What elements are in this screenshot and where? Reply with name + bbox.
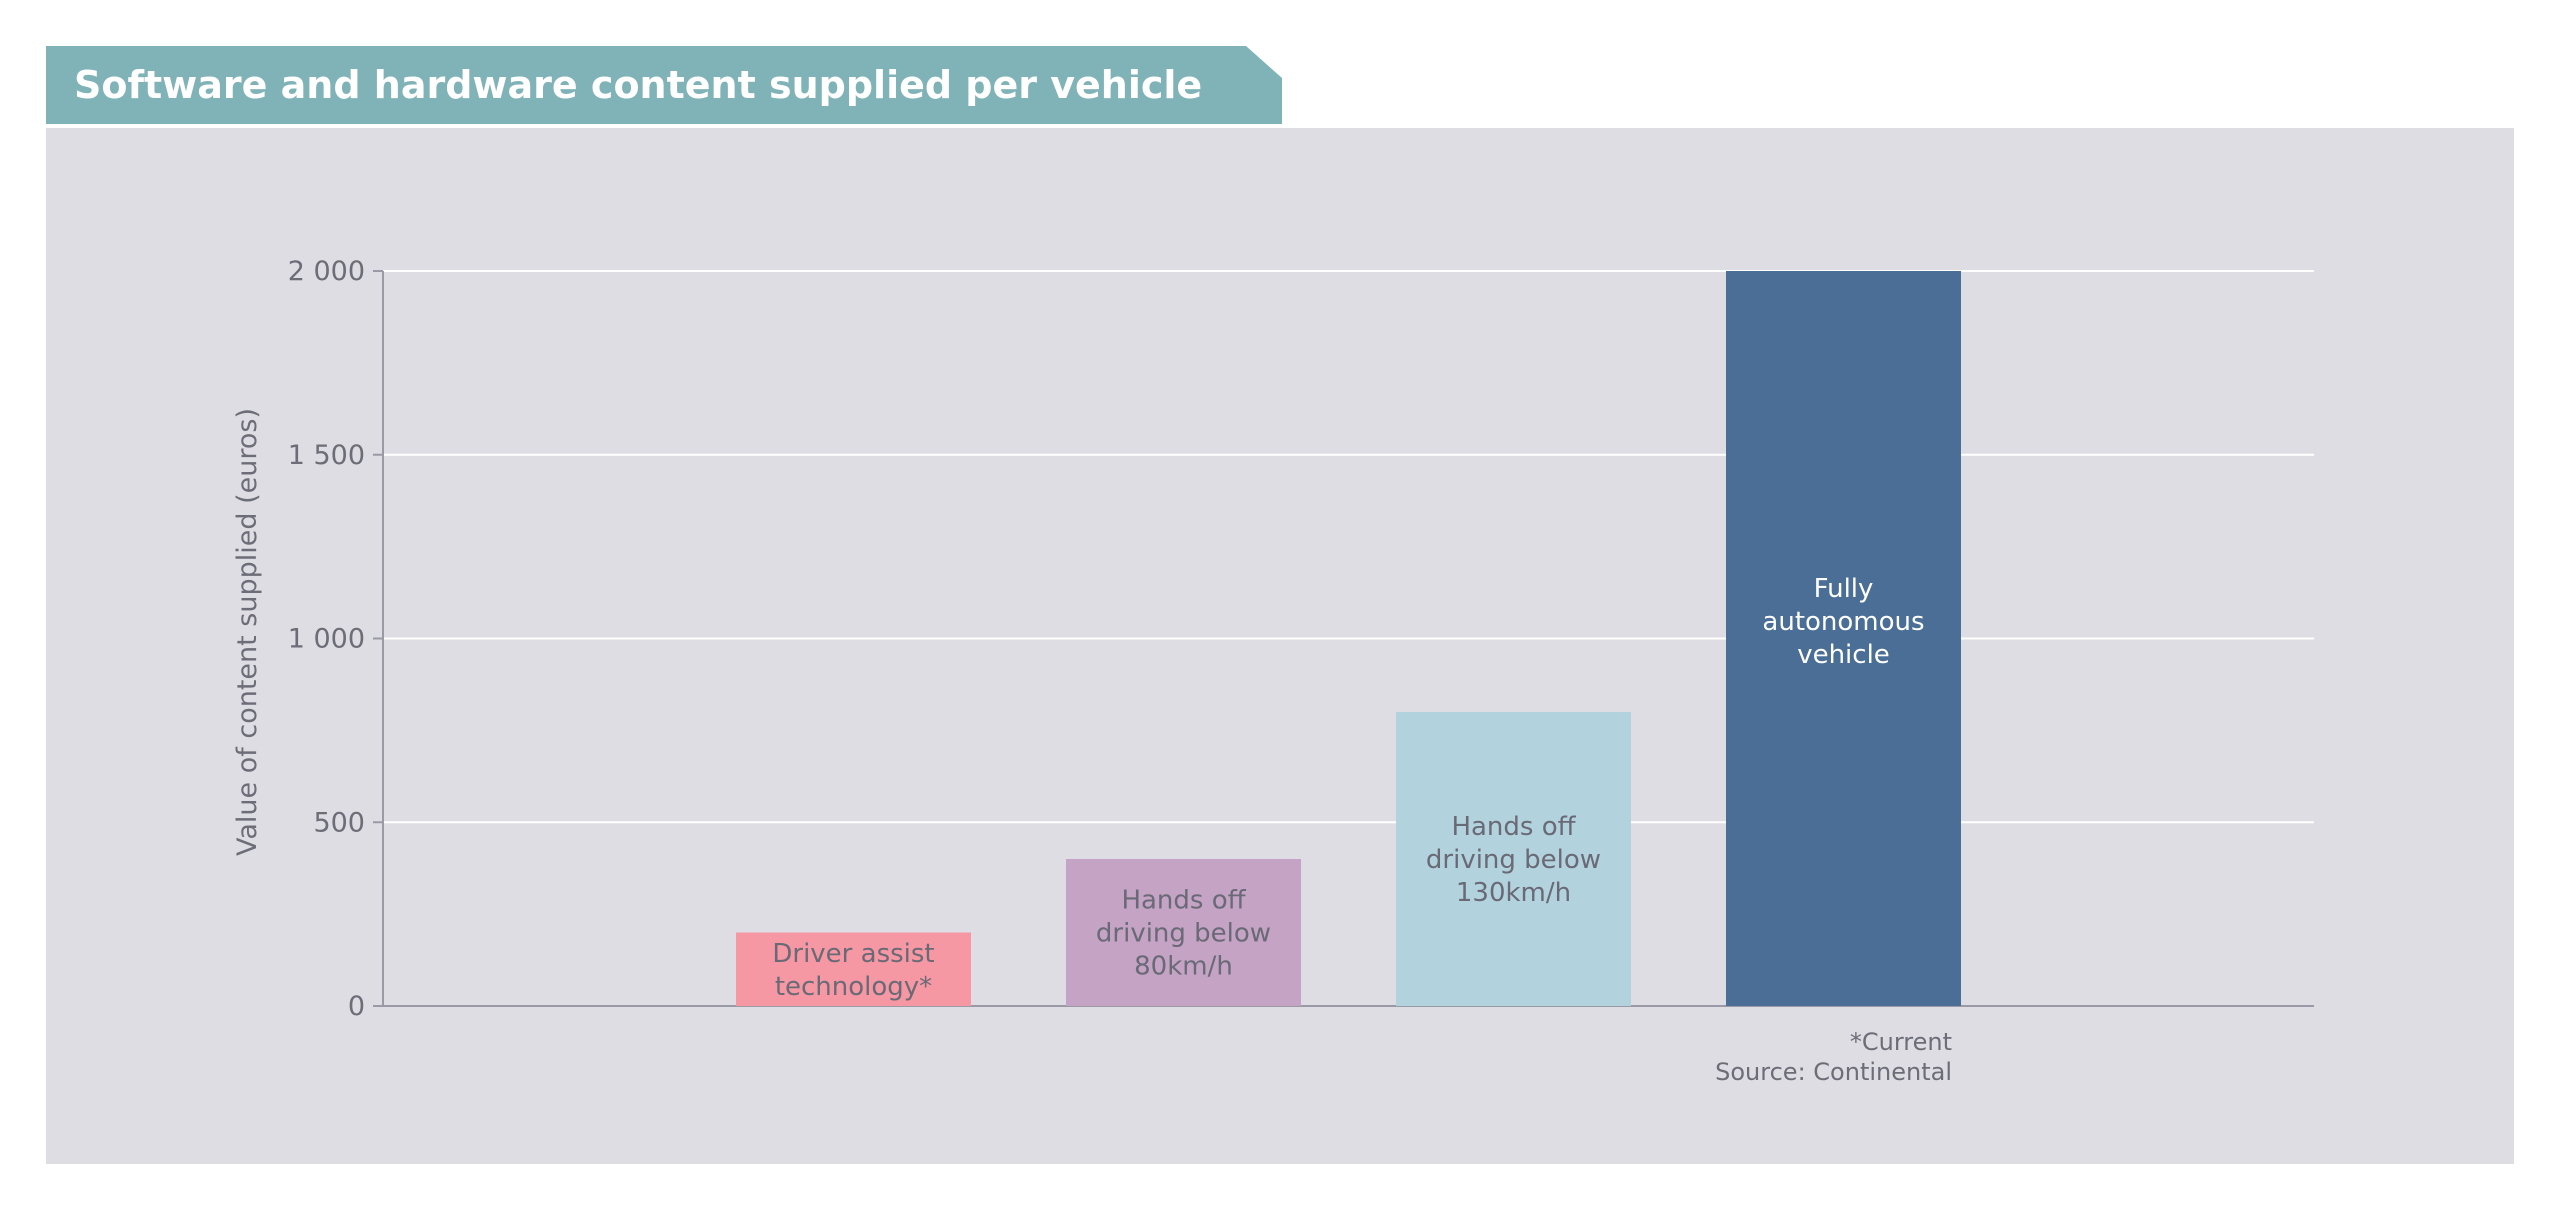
bar-chart: 0 500 1 000 1 500 2 000 Driver assist technol… <box>232 256 2314 1086</box>
bar <box>1066 859 1301 1006</box>
gridlines <box>383 270 2314 824</box>
chart-panel: 0 500 1 000 1 500 2 000 Driver assist technol… <box>46 128 2514 1164</box>
y-tick-label: 1 500 <box>288 440 365 471</box>
y-axis-label: Value of content supplied (euros) <box>232 408 263 856</box>
bar <box>1396 712 1631 1006</box>
bar-label: Driver assist technology* <box>772 939 934 1002</box>
chart-title-banner: Software and hardware content supplied p… <box>46 46 1282 124</box>
bars: Driver assist technology* Hands off driving… <box>736 271 1961 1006</box>
chart-title: Software and hardware content supplied p… <box>74 63 1203 107</box>
bar-label: Hands off driving below 80km/h <box>1096 886 1271 982</box>
bar <box>736 932 971 1006</box>
y-axis: 0 500 1 000 1 500 2 000 <box>288 256 2314 1022</box>
source-note: Source: Continental <box>1715 1058 1952 1086</box>
y-tick-label: 2 000 <box>288 256 365 287</box>
y-tick-label: 1 000 <box>288 624 365 655</box>
y-tick-label: 500 <box>313 807 365 838</box>
bar <box>1726 271 1961 1006</box>
footnote: *Current <box>1850 1028 1952 1056</box>
bar-label: Fully autonomous vehicle <box>1762 574 1924 670</box>
bar-label: Hands off driving below 130km/h <box>1426 812 1601 908</box>
y-tick-label: 0 <box>348 991 365 1022</box>
